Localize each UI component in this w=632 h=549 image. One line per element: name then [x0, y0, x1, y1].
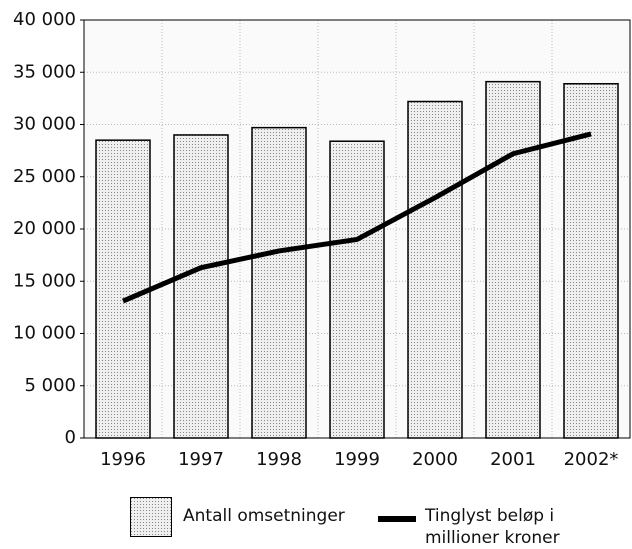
y-tick-label: 40 000: [13, 9, 76, 30]
legend-label: Tinglyst beløp i millioner kroner: [425, 506, 560, 548]
y-tick-label: 5 000: [24, 375, 76, 396]
y-tick-label: 15 000: [13, 270, 76, 291]
y-tick-label: 30 000: [13, 114, 76, 135]
legend-label: Antall omsetninger: [183, 506, 345, 526]
y-tick-label: 25 000: [13, 166, 76, 187]
line: [122, 131, 592, 304]
bar: [329, 140, 385, 439]
y-tick-label: 20 000: [13, 218, 76, 239]
x-tick-label: 2000: [412, 449, 458, 470]
bar: [173, 134, 229, 439]
y-tick-label: 35 000: [13, 61, 76, 82]
x-tick-label: 1996: [100, 449, 146, 470]
plot-border: [83, 19, 631, 439]
swatch: [131, 498, 171, 536]
y-tick-label: 10 000: [13, 323, 76, 344]
legend-line: [378, 516, 416, 522]
x-tick-label: 1997: [178, 449, 224, 470]
legend-swatch: [130, 497, 172, 537]
bar: [95, 139, 151, 439]
x-tick-label: 1999: [334, 449, 380, 470]
x-tick-label: 2002*: [564, 449, 619, 470]
y-tick-label: 0: [65, 427, 76, 448]
x-tick-label: 1998: [256, 449, 302, 470]
bar: [407, 100, 463, 439]
x-tick-label: 2001: [490, 449, 536, 470]
bar: [485, 80, 541, 439]
bar: [251, 126, 307, 439]
